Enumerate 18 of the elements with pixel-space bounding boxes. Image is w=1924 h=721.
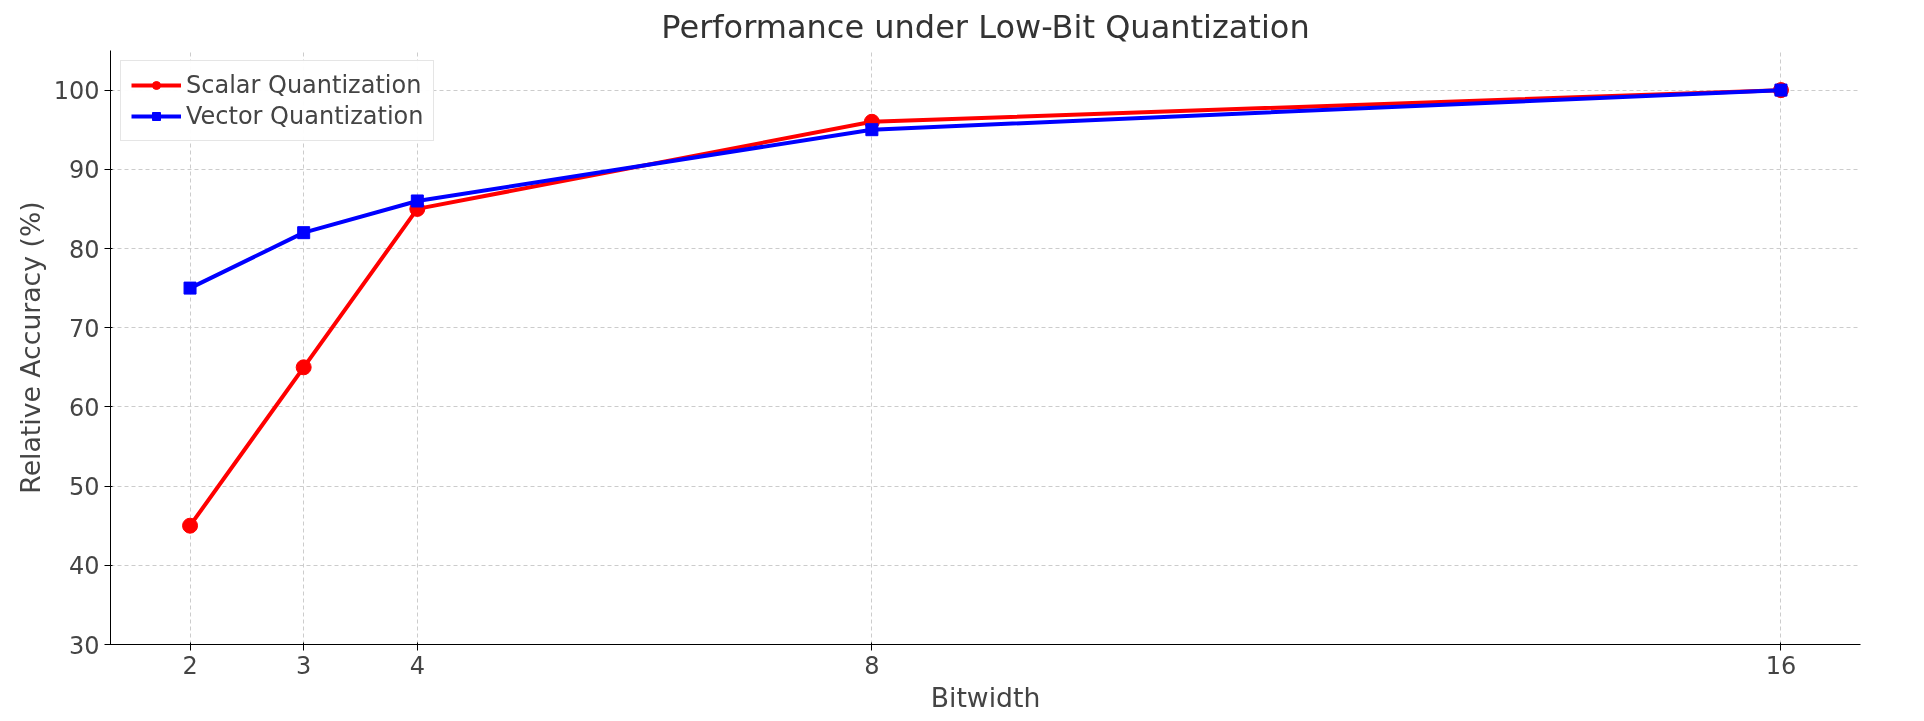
y-axis-title: Relative Accuracy (%) (14, 201, 46, 494)
x-axis-title: Bitwidth (930, 681, 1041, 713)
x-tick-label: 2 (182, 651, 198, 680)
x-tick-label: 4 (409, 651, 425, 680)
x-tick-label: 16 (1765, 651, 1797, 680)
legend-label: Scalar Quantization (186, 71, 422, 99)
y-tick-label: 30 (68, 631, 100, 660)
chart-title: Performance under Low-Bit Quantization (661, 7, 1310, 46)
x-tick-label: 3 (296, 651, 312, 680)
x-tick-label: 8 (864, 651, 880, 680)
y-tick-label: 60 (68, 393, 100, 422)
y-tick-label: 40 (68, 552, 100, 581)
y-tick-label: 50 (68, 473, 100, 502)
y-tick-label: 70 (68, 314, 100, 343)
legend-label: Vector Quantization (186, 102, 424, 130)
y-tick-label: 80 (68, 235, 100, 264)
y-tick-label: 90 (68, 156, 100, 185)
y-tick-label: 100 (53, 77, 100, 106)
